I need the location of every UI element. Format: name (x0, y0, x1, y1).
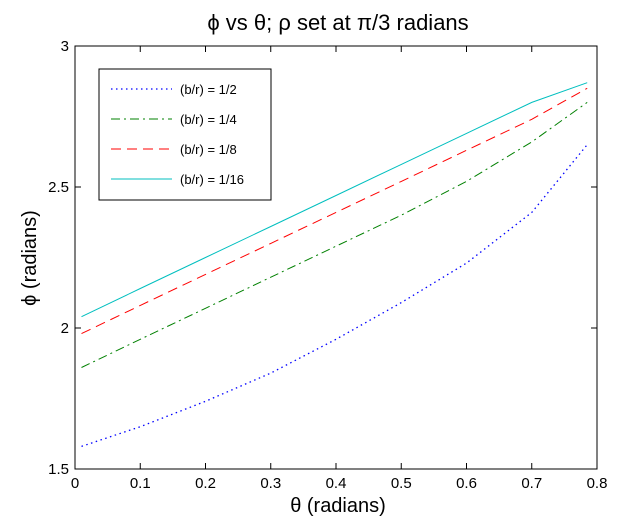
y-tick-label: 2.5 (48, 179, 69, 196)
x-tick-label: 0.7 (521, 475, 542, 492)
legend-box (98, 68, 272, 201)
legend-label-1: (b/r) = 1/2 (180, 82, 237, 97)
y-tick-label: 3 (61, 38, 69, 55)
x-tick-label: 0 (71, 475, 79, 492)
series-line-3 (81, 87, 588, 335)
x-tick-label: 0.5 (391, 475, 412, 492)
x-tick-label: 0.2 (195, 475, 216, 492)
x-tick-label: 0.8 (587, 475, 608, 492)
x-tick-label: 0.4 (326, 475, 347, 492)
series-line-1 (81, 144, 588, 448)
legend-label-3: (b/r) = 1/8 (180, 142, 237, 157)
series-line-2 (81, 101, 588, 368)
x-axis-label: θ (radians) (290, 495, 386, 517)
x-tick-label: 0.3 (260, 475, 281, 492)
y-tick-label: 1.5 (48, 461, 69, 478)
legend-label-2: (b/r) = 1/4 (180, 112, 237, 127)
ticks-layer: 0 0.1 0.2 0.3 0.4 0.5 0.6 0.7 0.8 1.5 2 2.5 3 (48, 38, 607, 492)
chart-title: ϕ vs θ; ρ set at π/3 radians (207, 10, 468, 35)
y-axis-label: ϕ (radians) (19, 210, 41, 306)
y-tick-label: 2 (61, 320, 69, 337)
series-layer (81, 82, 588, 448)
legend-label-4: (b/r) = 1/16 (180, 172, 244, 187)
legend: (b/r) = 1/2 (b/r) = 1/4 (b/r) = 1/8 (b/r) =… (98, 68, 272, 201)
x-tick-label: 0.6 (456, 475, 477, 492)
series-line-4 (81, 82, 588, 318)
x-tick-label: 0.1 (130, 475, 151, 492)
